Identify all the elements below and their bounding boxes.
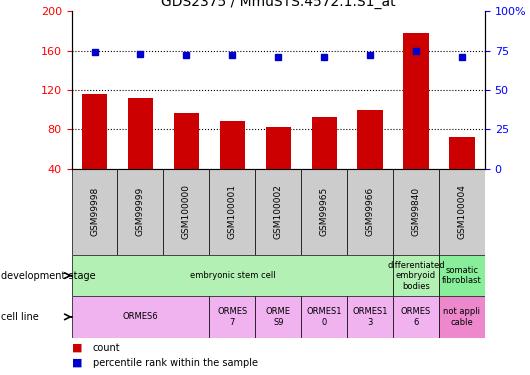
Text: GSM99840: GSM99840 [412, 188, 420, 237]
Text: GSM99966: GSM99966 [366, 187, 375, 237]
Text: GSM100004: GSM100004 [457, 184, 466, 239]
Text: count: count [93, 343, 120, 352]
Bar [347, 296, 393, 338]
Title: GDS2375 / MmuSTS.4572.1.S1_at: GDS2375 / MmuSTS.4572.1.S1_at [161, 0, 395, 9]
Bar [357, 110, 383, 208]
Bar [393, 169, 439, 255]
Text: embryonic stem cell: embryonic stem cell [190, 271, 275, 280]
Bar [72, 169, 118, 255]
Bar [393, 296, 439, 338]
Text: GSM100001: GSM100001 [228, 184, 237, 239]
Bar [72, 255, 393, 296]
Text: ORME
S9: ORME S9 [266, 307, 291, 327]
Bar [163, 169, 209, 255]
Text: GSM100002: GSM100002 [274, 184, 282, 239]
Text: ■: ■ [72, 358, 82, 368]
Text: not appli
cable: not appli cable [444, 307, 481, 327]
Bar [128, 98, 153, 208]
Text: ORMES1
3: ORMES1 3 [352, 307, 388, 327]
Text: ORMES1
0: ORMES1 0 [306, 307, 342, 327]
Bar [255, 296, 301, 338]
Bar [174, 112, 199, 208]
Bar [449, 137, 475, 208]
Text: ORMES6: ORMES6 [122, 312, 158, 321]
Bar [439, 296, 485, 338]
Bar [393, 255, 439, 296]
Bar [312, 117, 337, 208]
Bar [118, 169, 163, 255]
Bar [403, 33, 429, 208]
Bar [209, 169, 255, 255]
Bar [439, 255, 485, 296]
Text: differentiated
embryoid
bodies: differentiated embryoid bodies [387, 261, 445, 291]
Bar [72, 296, 209, 338]
Bar [220, 122, 245, 208]
Text: ■: ■ [72, 343, 82, 352]
Bar [347, 169, 393, 255]
Text: cell line: cell line [1, 312, 39, 322]
Bar [301, 296, 347, 338]
Text: development stage: development stage [1, 271, 96, 280]
Bar [255, 169, 301, 255]
Text: GSM99999: GSM99999 [136, 187, 145, 237]
Text: somatic
fibroblast: somatic fibroblast [442, 266, 482, 285]
Bar [82, 94, 107, 208]
Text: ORMES
7: ORMES 7 [217, 307, 248, 327]
Bar [266, 128, 291, 208]
Text: GSM100000: GSM100000 [182, 184, 191, 239]
Text: GSM99998: GSM99998 [90, 187, 99, 237]
Text: ORMES
6: ORMES 6 [401, 307, 431, 327]
Text: GSM99965: GSM99965 [320, 187, 329, 237]
Bar [301, 169, 347, 255]
Bar [209, 296, 255, 338]
Bar [439, 169, 485, 255]
Text: percentile rank within the sample: percentile rank within the sample [93, 358, 258, 368]
